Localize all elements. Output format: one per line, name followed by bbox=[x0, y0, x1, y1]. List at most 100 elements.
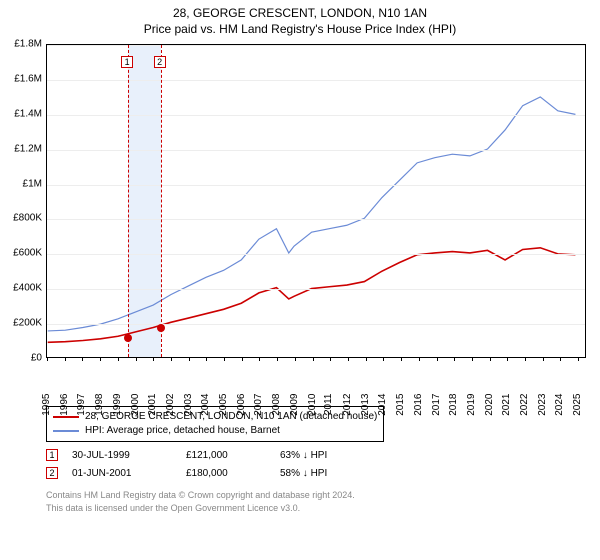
x-tick bbox=[366, 357, 367, 361]
x-tick bbox=[206, 357, 207, 361]
x-tick bbox=[507, 357, 508, 361]
x-axis-label: 2017 bbox=[430, 394, 441, 416]
y-axis-label: £400K bbox=[6, 283, 42, 294]
data-point bbox=[124, 334, 132, 342]
x-axis-label: 2009 bbox=[289, 394, 300, 416]
x-tick bbox=[437, 357, 438, 361]
footer-line-1: Contains HM Land Registry data © Crown c… bbox=[46, 490, 355, 500]
x-axis-label: 2012 bbox=[342, 394, 353, 416]
x-tick bbox=[348, 357, 349, 361]
x-axis-label: 2002 bbox=[165, 394, 176, 416]
x-axis-label: 2014 bbox=[377, 394, 388, 416]
x-axis-label: 2005 bbox=[218, 394, 229, 416]
x-tick bbox=[100, 357, 101, 361]
marker-line bbox=[161, 45, 162, 357]
x-tick bbox=[401, 357, 402, 361]
chart-subtitle: Price paid vs. HM Land Registry's House … bbox=[0, 22, 600, 42]
x-axis-label: 2019 bbox=[466, 394, 477, 416]
x-axis-label: 2025 bbox=[572, 394, 583, 416]
x-axis-label: 2007 bbox=[253, 394, 264, 416]
x-tick bbox=[136, 357, 137, 361]
chart-container: 28, GEORGE CRESCENT, LONDON, N10 1AN Pri… bbox=[0, 0, 600, 560]
x-axis-label: 2000 bbox=[129, 394, 140, 416]
x-tick bbox=[171, 357, 172, 361]
transactions-table: 1 30-JUL-1999 £121,000 63% ↓ HPI 2 01-JUN-200… bbox=[46, 446, 327, 482]
x-tick bbox=[330, 357, 331, 361]
x-axis-label: 1995 bbox=[41, 394, 52, 416]
y-axis-label: £800K bbox=[6, 213, 42, 224]
x-axis-label: 2023 bbox=[536, 394, 547, 416]
x-tick bbox=[578, 357, 579, 361]
legend-item: HPI: Average price, detached house, Barn… bbox=[53, 424, 377, 438]
series-line bbox=[48, 248, 576, 342]
x-tick bbox=[543, 357, 544, 361]
tx-price: £121,000 bbox=[186, 450, 266, 461]
x-tick bbox=[242, 357, 243, 361]
y-axis-label: £600K bbox=[6, 248, 42, 259]
x-tick bbox=[313, 357, 314, 361]
x-tick bbox=[47, 357, 48, 361]
x-axis-label: 2013 bbox=[359, 394, 370, 416]
tx-date: 30-JUL-1999 bbox=[72, 450, 172, 461]
x-axis-label: 2008 bbox=[271, 394, 282, 416]
legend-label: HPI: Average price, detached house, Barn… bbox=[85, 424, 280, 438]
x-tick bbox=[454, 357, 455, 361]
marker-box: 2 bbox=[46, 467, 58, 479]
x-tick bbox=[419, 357, 420, 361]
legend-swatch bbox=[53, 430, 79, 432]
transaction-row: 2 01-JUN-2001 £180,000 58% ↓ HPI bbox=[46, 464, 327, 482]
x-axis-label: 2022 bbox=[519, 394, 530, 416]
y-axis-label: £0 bbox=[6, 353, 42, 364]
x-axis-label: 2010 bbox=[306, 394, 317, 416]
x-tick bbox=[295, 357, 296, 361]
x-axis-label: 2021 bbox=[501, 394, 512, 416]
series-line bbox=[48, 97, 576, 331]
y-axis-label: £1M bbox=[6, 178, 42, 189]
x-axis-label: 2001 bbox=[147, 394, 158, 416]
x-axis-label: 2016 bbox=[413, 394, 424, 416]
x-axis-label: 2006 bbox=[236, 394, 247, 416]
x-axis-label: 1999 bbox=[112, 394, 123, 416]
x-tick bbox=[560, 357, 561, 361]
tx-date: 01-JUN-2001 bbox=[72, 468, 172, 479]
x-axis-label: 2011 bbox=[323, 394, 334, 416]
y-axis-label: £1.4M bbox=[6, 108, 42, 119]
data-point bbox=[157, 324, 165, 332]
x-axis-label: 1996 bbox=[58, 394, 69, 416]
tx-delta: 58% ↓ HPI bbox=[280, 468, 327, 479]
y-axis-label: £1.8M bbox=[6, 39, 42, 50]
x-tick bbox=[153, 357, 154, 361]
x-tick bbox=[82, 357, 83, 361]
x-axis-label: 2015 bbox=[395, 394, 406, 416]
transaction-row: 1 30-JUL-1999 £121,000 63% ↓ HPI bbox=[46, 446, 327, 464]
y-axis-label: £1.2M bbox=[6, 143, 42, 154]
tx-delta: 63% ↓ HPI bbox=[280, 450, 327, 461]
x-axis-label: 2004 bbox=[200, 394, 211, 416]
x-axis-label: 1997 bbox=[76, 394, 87, 416]
x-tick bbox=[259, 357, 260, 361]
x-axis-label: 2020 bbox=[483, 394, 494, 416]
x-tick bbox=[472, 357, 473, 361]
x-tick bbox=[383, 357, 384, 361]
x-tick bbox=[277, 357, 278, 361]
footer-line-2: This data is licensed under the Open Gov… bbox=[46, 503, 300, 513]
x-axis-label: 2003 bbox=[182, 394, 193, 416]
x-axis-label: 2024 bbox=[554, 394, 565, 416]
x-axis-label: 2018 bbox=[448, 394, 459, 416]
x-tick bbox=[224, 357, 225, 361]
plot-area bbox=[46, 44, 586, 358]
y-axis-label: £1.6M bbox=[6, 73, 42, 84]
x-tick bbox=[490, 357, 491, 361]
chart-title: 28, GEORGE CRESCENT, LONDON, N10 1AN bbox=[0, 0, 600, 22]
marker-line bbox=[128, 45, 129, 357]
x-tick bbox=[118, 357, 119, 361]
x-axis-label: 1998 bbox=[94, 394, 105, 416]
tx-price: £180,000 bbox=[186, 468, 266, 479]
legend-swatch bbox=[53, 416, 79, 418]
x-tick bbox=[189, 357, 190, 361]
marker-box: 2 bbox=[154, 56, 166, 68]
y-axis-label: £200K bbox=[6, 318, 42, 329]
marker-box: 1 bbox=[121, 56, 133, 68]
marker-box: 1 bbox=[46, 449, 58, 461]
x-tick bbox=[525, 357, 526, 361]
